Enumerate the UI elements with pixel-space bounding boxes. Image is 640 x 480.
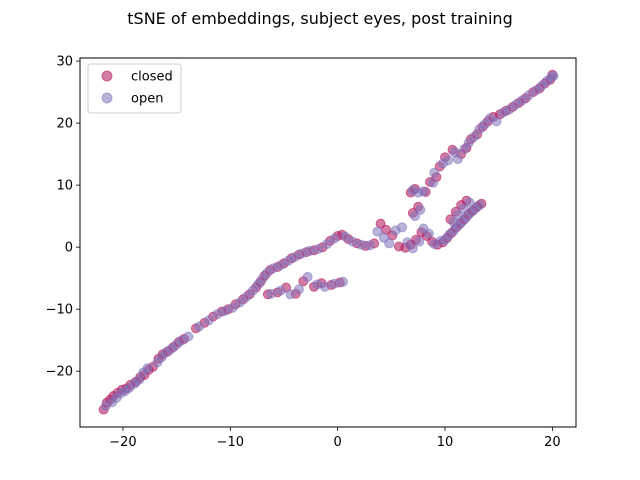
point-open-41	[372, 226, 383, 237]
y-tick-label-5: 30	[56, 55, 73, 70]
point-open-22	[235, 297, 245, 308]
point-open-37	[340, 231, 351, 242]
point-open-79	[469, 131, 479, 142]
point-open-67	[415, 204, 426, 215]
point-open-98	[302, 271, 313, 282]
point-open-102	[338, 276, 348, 287]
point-open-87	[517, 95, 528, 106]
plot-frame	[79, 57, 577, 428]
point-open-47	[407, 243, 418, 254]
point-open-36	[329, 233, 340, 244]
point-open-63	[458, 203, 469, 214]
chart-title: tSNE of embeddings, subject eyes, post t…	[127, 9, 512, 28]
point-open-61	[474, 200, 485, 210]
point-open-100	[319, 281, 330, 292]
legend-marker-open	[101, 92, 113, 104]
x-axis: −20 −10 0 10 20	[109, 427, 561, 450]
y-tick-label-2: 0	[65, 241, 73, 256]
point-open-40	[364, 240, 375, 251]
point-open-96	[285, 289, 296, 300]
y-tick-label-1: −10	[46, 303, 73, 318]
point-open-70	[418, 186, 429, 197]
x-tick-label-3: 10	[437, 435, 454, 450]
point-open-78	[463, 138, 474, 148]
point-open-7	[134, 374, 144, 385]
point-open-35	[321, 239, 332, 250]
point-open-50	[423, 228, 434, 239]
point-open-94	[266, 288, 277, 299]
x-tick-label-0: −20	[109, 435, 136, 450]
legend: closed open	[87, 63, 182, 114]
point-open-46	[402, 237, 413, 248]
point-open-16	[183, 331, 194, 342]
point-open-81	[479, 119, 490, 130]
point-open-88	[523, 90, 534, 101]
point-open-33	[304, 245, 315, 256]
point-open-65	[448, 217, 459, 228]
point-open-29	[275, 260, 286, 271]
x-tick-label-2: 0	[334, 435, 342, 450]
point-open-101	[329, 278, 340, 289]
point-open-45	[397, 222, 408, 233]
point-open-18	[203, 315, 214, 326]
point-open-74	[443, 155, 454, 166]
point-open-71	[428, 177, 439, 188]
point-open-21	[227, 302, 238, 313]
y-axis: −20 −10 0 10 20 30	[46, 55, 80, 380]
point-open-48	[414, 236, 425, 247]
point-open-85	[504, 104, 515, 115]
point-open-38	[347, 236, 358, 247]
x-tick-label-4: 20	[544, 435, 561, 450]
legend-marker-closed	[101, 70, 113, 82]
y-tick-label-0: −20	[46, 365, 73, 380]
points-layer	[98, 69, 559, 415]
point-open-17	[194, 321, 205, 332]
point-open-24	[247, 285, 258, 296]
point-open-97	[294, 284, 304, 295]
point-open-62	[464, 197, 475, 208]
legend-label-open: open	[131, 92, 163, 107]
point-open-34	[313, 244, 324, 254]
point-open-95	[275, 285, 286, 296]
point-open-76	[452, 154, 463, 165]
point-open-64	[452, 209, 463, 220]
point-open-93	[548, 71, 559, 81]
y-tick-label-4: 20	[56, 117, 73, 132]
point-open-72	[429, 167, 440, 178]
point-open-23	[241, 291, 252, 302]
legend-label-closed: closed	[131, 70, 173, 85]
point-open-9	[142, 363, 153, 374]
point-open-83	[491, 116, 502, 127]
point-open-43	[384, 238, 395, 249]
x-tick-label-1: −10	[217, 435, 244, 450]
y-tick-label-3: 10	[56, 179, 73, 194]
point-open-39	[356, 239, 367, 250]
